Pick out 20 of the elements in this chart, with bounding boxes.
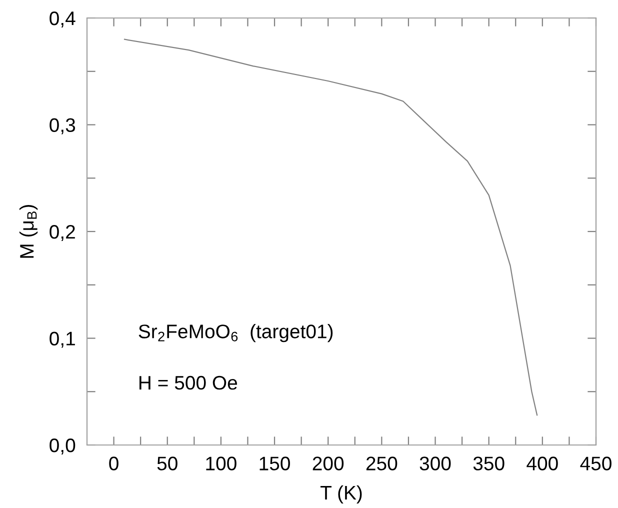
annotation: Sr$_{2}$FeMoO$_{6}$ (target01) (138, 324, 333, 342)
y-tick-label: 0,1 (50, 332, 75, 348)
x-tick-label: 200 (312, 456, 344, 470)
x-tick-label: 350 (473, 456, 504, 470)
y-tick-label: 0,2 (50, 224, 75, 242)
y-axis-title: M (μ$_{B}$) (19, 204, 38, 258)
x-tick-label: 0 (109, 456, 118, 470)
x-tick-label: 400 (526, 456, 558, 470)
x-tick-label: 100 (206, 456, 236, 470)
y-tick-label: 0,3 (50, 118, 76, 134)
x-tick-label: 450 (580, 456, 612, 470)
y-tick-label: 0,4 (50, 11, 76, 28)
x-tick-label: 150 (260, 456, 290, 470)
y-tick-label: 0,0 (50, 438, 76, 455)
line-series (124, 38, 538, 416)
x-tick-label: 300 (420, 456, 451, 470)
x-axis-title: T (K) (320, 485, 362, 504)
x-tick-label: 50 (157, 456, 178, 470)
annotation: H = 500 Oe (139, 376, 238, 390)
x-tick-label: 250 (366, 456, 398, 470)
